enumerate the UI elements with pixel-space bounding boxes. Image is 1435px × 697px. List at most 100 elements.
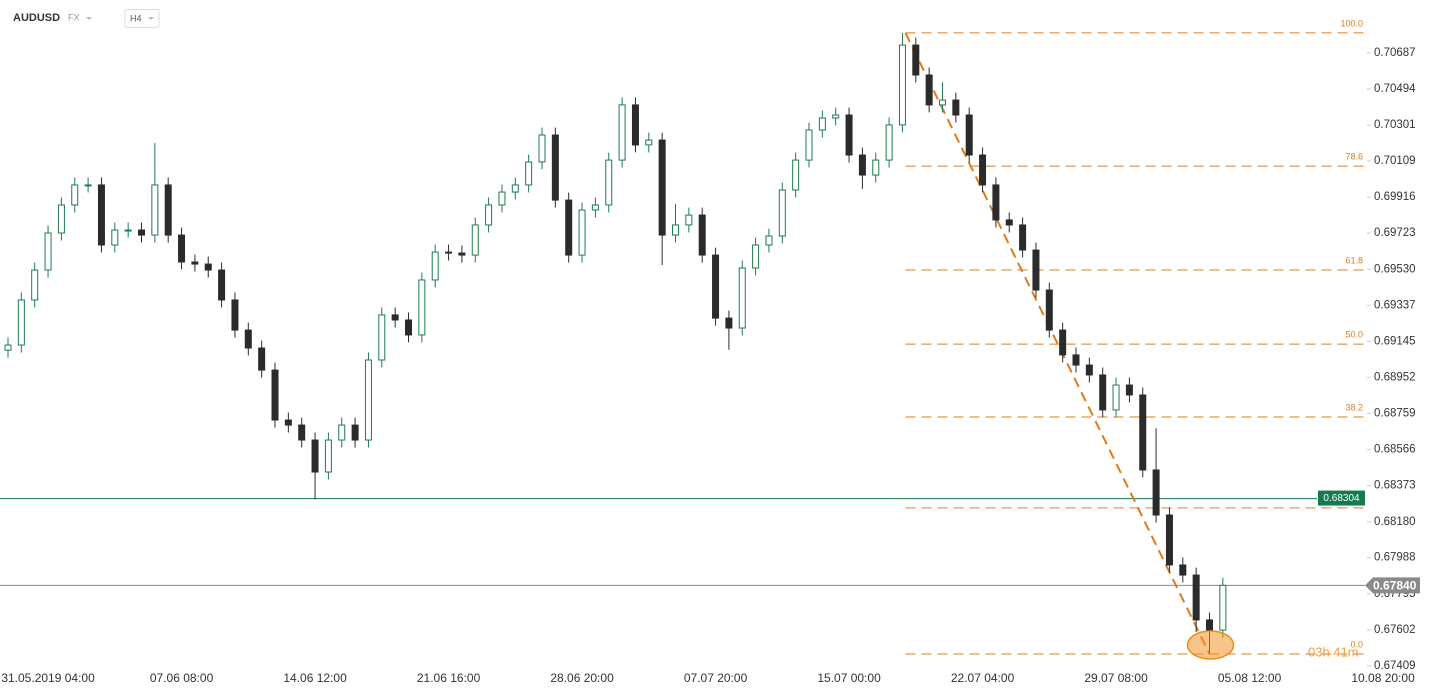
candle-body xyxy=(658,139,666,236)
candle-body xyxy=(324,439,332,473)
candle-body xyxy=(925,74,933,106)
fib-label: 50.0 xyxy=(1345,329,1363,339)
candle-body xyxy=(1085,364,1093,376)
x-tick-label: 31.05.2019 04:00 xyxy=(1,671,95,685)
candle-body xyxy=(845,114,853,156)
candle-body xyxy=(431,251,439,281)
y-tick-label: 0.70109 xyxy=(1374,155,1416,167)
candle-body xyxy=(111,229,119,246)
candle-body xyxy=(405,319,412,336)
candle-body xyxy=(1179,564,1187,576)
candle-body xyxy=(1072,354,1080,366)
x-tick-label: 05.08 12:00 xyxy=(1218,671,1282,685)
candle-body xyxy=(712,254,720,319)
fib-label: 0.0 xyxy=(1350,639,1363,649)
candle-body xyxy=(1192,574,1200,621)
candle-body xyxy=(858,154,866,176)
candle-body xyxy=(418,279,426,336)
x-tick-label: 14.06 12:00 xyxy=(283,671,347,685)
candle-body xyxy=(258,347,266,371)
last-price-label: 0.67840 xyxy=(1373,579,1417,593)
candle-body xyxy=(872,159,880,176)
candle-body xyxy=(885,124,893,161)
candle-body xyxy=(805,129,813,161)
y-tick-label: 0.67602 xyxy=(1374,624,1416,636)
candle-body xyxy=(1005,219,1013,226)
candle-body xyxy=(471,224,479,256)
candle-body xyxy=(765,235,773,246)
timeframe-box[interactable] xyxy=(124,9,160,28)
candle-body xyxy=(591,204,599,211)
candle-body xyxy=(778,189,786,237)
candle-body xyxy=(1019,224,1027,251)
candle-body xyxy=(578,209,586,256)
candle-body xyxy=(818,117,826,131)
candle-body xyxy=(498,191,506,206)
candle-body xyxy=(525,161,533,186)
candle-body xyxy=(204,263,212,271)
candle-body xyxy=(1032,249,1040,291)
candle-body xyxy=(698,214,706,256)
market[interactable]: FX xyxy=(68,12,80,22)
x-tick-label: 07.06 08:00 xyxy=(150,671,214,685)
candle-body xyxy=(538,134,546,163)
candle-body xyxy=(31,269,39,301)
countdown: 03h 41m xyxy=(1308,644,1359,659)
symbol: AUDUSD xyxy=(13,12,60,24)
candle-body xyxy=(1139,394,1147,471)
candle-body xyxy=(645,139,653,146)
candle-body xyxy=(752,244,760,269)
candle-body xyxy=(311,439,319,473)
candle-body xyxy=(992,184,1000,221)
candle-body xyxy=(912,44,920,76)
candle-body xyxy=(44,232,52,271)
x-tick-label: 07.07 20:00 xyxy=(684,671,748,685)
candle-body xyxy=(124,229,132,232)
y-tick-label: 0.69145 xyxy=(1374,335,1416,347)
candle-body xyxy=(1152,469,1160,516)
candle-body xyxy=(898,44,906,126)
candle-body xyxy=(738,267,746,329)
y-tick-label: 0.68759 xyxy=(1374,408,1416,420)
candle-body xyxy=(685,214,693,226)
candle-body xyxy=(218,269,226,301)
candle-body xyxy=(71,184,79,206)
candle-body xyxy=(1059,329,1067,356)
candle-body xyxy=(1099,374,1107,411)
candle-body xyxy=(271,369,279,421)
candle-body xyxy=(1045,289,1053,331)
candle-body xyxy=(378,314,386,361)
candle-body xyxy=(605,159,613,206)
y-tick-label: 0.70301 xyxy=(1374,119,1416,131)
y-tick-label: 0.70687 xyxy=(1374,47,1416,59)
candle-body xyxy=(551,134,559,201)
candle-body xyxy=(939,99,946,106)
y-tick-label: 0.69916 xyxy=(1374,191,1416,203)
fib-trend-line xyxy=(904,32,1211,655)
market-caret[interactable] xyxy=(86,17,92,20)
candle-body xyxy=(231,299,239,331)
candle-body xyxy=(565,199,573,256)
candle-body xyxy=(965,114,973,156)
timeframe[interactable]: H4 xyxy=(130,13,142,23)
candle-body xyxy=(178,234,186,263)
timeframe-caret[interactable] xyxy=(148,17,154,20)
y-tick-label: 0.69723 xyxy=(1374,227,1416,239)
x-tick-label: 10.08 20:00 xyxy=(1351,671,1415,685)
candle-body xyxy=(138,229,145,236)
fib-label: 100.0 xyxy=(1340,18,1363,28)
candle-body xyxy=(4,344,12,351)
candle-body xyxy=(1112,384,1120,411)
y-tick-label: 0.68373 xyxy=(1374,480,1416,492)
x-tick-label: 22.07 04:00 xyxy=(951,671,1015,685)
candle-body xyxy=(511,184,519,193)
y-tick-label: 0.68180 xyxy=(1374,516,1416,528)
candle-body xyxy=(1206,619,1213,631)
fib-label: 38.2 xyxy=(1345,402,1363,412)
fib-label: 78.6 xyxy=(1345,151,1363,161)
level-label: 0.68304 xyxy=(1323,493,1360,504)
fib-label: 61.8 xyxy=(1345,255,1363,265)
candle-body xyxy=(364,359,372,441)
y-tick-label: 0.69337 xyxy=(1374,299,1416,311)
